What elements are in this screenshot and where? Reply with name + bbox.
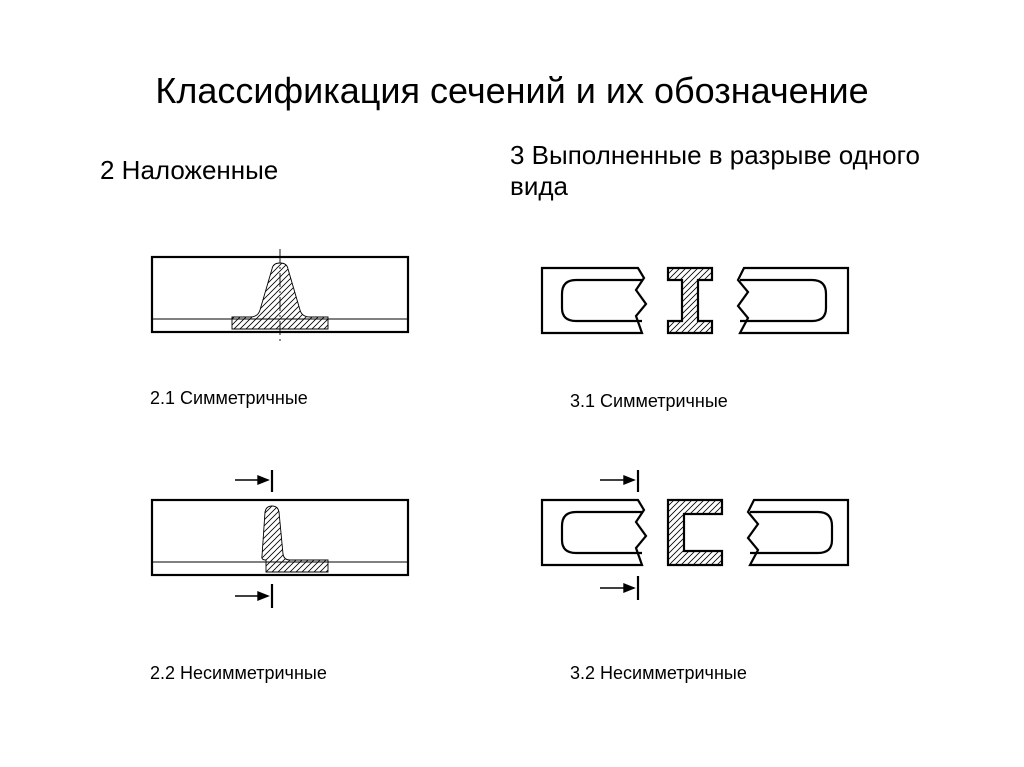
diagram-2-1 (150, 245, 410, 350)
diagram-2-2 (150, 460, 410, 615)
subtitle-left: 2 Наложенные (100, 155, 278, 186)
label-3-2: 3.2 Несимметричные (570, 663, 800, 684)
diagram-3-1 (540, 258, 850, 343)
diagram-3-2-svg (540, 460, 850, 615)
page: Классификация сечений и их обозначение 2… (0, 0, 1024, 767)
diagram-3-1-svg (540, 258, 850, 343)
subtitle-right: 3 Выполненные в разрыве одного вида (510, 140, 930, 202)
diagram-2-1-svg (150, 245, 410, 350)
diagram-2-2-svg (150, 460, 410, 615)
diagram-3-2 (540, 460, 850, 615)
label-3-1: 3.1 Симметричные (570, 391, 790, 412)
page-title: Классификация сечений и их обозначение (0, 70, 1024, 112)
label-2-1: 2.1 Симметричные (150, 388, 350, 409)
label-2-2: 2.2 Несимметричные (150, 663, 370, 684)
